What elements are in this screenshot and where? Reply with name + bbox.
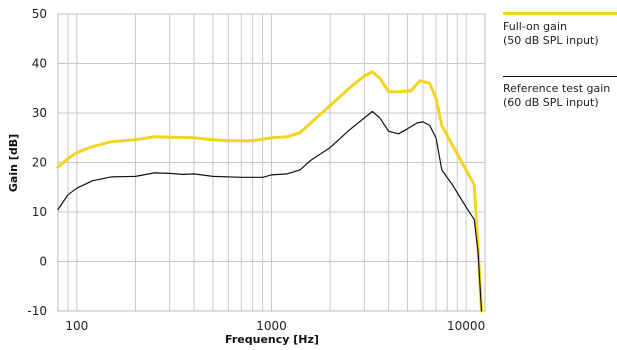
- y-tick-label: 50: [32, 7, 47, 21]
- x-axis-title: Frequency [Hz]: [225, 333, 319, 346]
- legend-swatch-reference: [503, 76, 617, 77]
- legend-entry-reference: Reference test gain (60 dB SPL input): [503, 76, 617, 110]
- y-tick-label: 20: [32, 156, 47, 170]
- x-tick-label: 10000: [447, 319, 485, 333]
- y-tick-label: 40: [32, 57, 47, 71]
- x-tick-label: 100: [65, 319, 88, 333]
- y-tick-label: -10: [27, 304, 47, 318]
- y-tick-labels: 50 40 30 20 10 0 -10: [27, 7, 47, 318]
- y-tick-label: 10: [32, 205, 47, 219]
- grid: [58, 14, 485, 311]
- legend-swatch-full-on: [503, 12, 617, 15]
- y-tick-label: 0: [39, 255, 47, 269]
- series-lines: [58, 72, 482, 311]
- series-line-full-on-gain: [58, 72, 482, 311]
- legend-entry-full-on: Full-on gain (50 dB SPL input): [503, 12, 617, 48]
- y-tick-label: 30: [32, 106, 47, 120]
- legend-label-full-on: Full-on gain (50 dB SPL input): [503, 20, 617, 48]
- x-tick-labels: 100 1000 10000: [65, 319, 485, 333]
- legend-label-reference: Reference test gain (60 dB SPL input): [503, 82, 617, 110]
- x-tick-label: 1000: [256, 319, 287, 333]
- y-axis-title: Gain [dB]: [7, 134, 20, 192]
